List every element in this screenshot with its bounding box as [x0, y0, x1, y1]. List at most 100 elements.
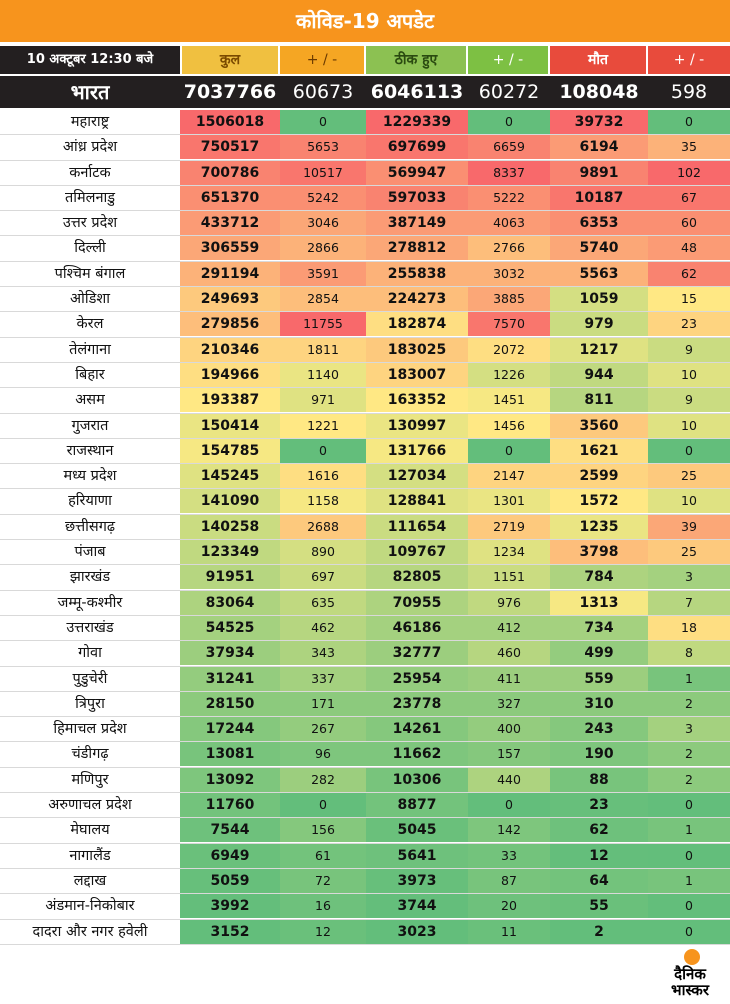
state-recovered: 23778	[366, 691, 468, 716]
state-total-change: 697	[280, 565, 366, 590]
dainik-bhaskar-logo: दैनिक भास्कर	[650, 945, 730, 1004]
state-total: 11760	[180, 793, 280, 818]
state-recovered: 5641	[366, 843, 468, 868]
state-recovered-change: 7570	[468, 312, 550, 337]
state-recovered: 3973	[366, 868, 468, 893]
state-deaths: 5563	[550, 261, 648, 286]
table-row: असम 193387 971 163352 1451 811 9	[0, 388, 730, 414]
state-total: 150414	[180, 413, 280, 438]
state-deaths: 2	[550, 919, 648, 944]
state-name: हिमाचल प्रदेश	[0, 717, 180, 742]
state-total-change: 0	[280, 793, 366, 818]
state-name: मेघालय	[0, 818, 180, 843]
state-total: 210346	[180, 337, 280, 362]
state-deaths-change: 25	[648, 464, 730, 489]
state-recovered-change: 1456	[468, 413, 550, 438]
table-row: दादरा और नगर हवेली 3152 12 3023 11 2 0	[0, 919, 730, 945]
column-header-row: 10 अक्टूबर 12:30 बजे कुल + / - ठीक हुए +…	[0, 42, 730, 76]
table-row: लद्दाख 5059 72 3973 87 64 1	[0, 868, 730, 895]
table-row: नागालैंड 6949 61 5641 33 12 0	[0, 843, 730, 869]
national-row: भारत 7037766 60673 6046113 60272 108048 …	[0, 76, 730, 108]
state-recovered: 697699	[366, 135, 468, 160]
state-deaths-change: 102	[648, 160, 730, 185]
state-total: 31241	[180, 666, 280, 691]
state-recovered-change: 1226	[468, 362, 550, 387]
state-deaths: 1059	[550, 287, 648, 312]
sun-icon	[684, 949, 700, 965]
state-recovered-change: 2147	[468, 464, 550, 489]
state-total-change: 462	[280, 615, 366, 640]
state-total: 28150	[180, 691, 280, 716]
state-deaths: 23	[550, 793, 648, 818]
state-deaths: 1621	[550, 438, 648, 463]
state-name: उत्तराखंड	[0, 615, 180, 640]
state-deaths-change: 35	[648, 135, 730, 160]
state-recovered-change: 1151	[468, 565, 550, 590]
state-recovered-change: 142	[468, 818, 550, 843]
state-name: ओडिशा	[0, 287, 180, 312]
state-recovered-change: 1301	[468, 489, 550, 514]
state-deaths-change: 0	[648, 438, 730, 463]
state-total: 7544	[180, 818, 280, 843]
state-recovered-change: 440	[468, 767, 550, 792]
state-deaths-change: 3	[648, 717, 730, 742]
state-deaths: 559	[550, 666, 648, 691]
state-deaths-change: 18	[648, 615, 730, 640]
table-row: पश्चिम बंगाल 291194 3591 255838 3032 5563 62	[0, 261, 730, 288]
state-total: 193387	[180, 388, 280, 413]
state-deaths-change: 23	[648, 312, 730, 337]
state-deaths-change: 2	[648, 691, 730, 716]
state-name: राजस्थान	[0, 438, 180, 463]
table-row: अरुणाचल प्रदेश 11760 0 8877 0 23 0	[0, 793, 730, 819]
state-recovered-change: 1234	[468, 540, 550, 565]
table-row: तेलंगाना 210346 1811 183025 2072 1217 9	[0, 337, 730, 363]
recovered-header: ठीक हुए	[366, 46, 466, 74]
state-name: आंध्र प्रदेश	[0, 135, 180, 160]
state-total: 91951	[180, 565, 280, 590]
national-total-change: 60673	[292, 81, 354, 103]
state-name: दिल्ली	[0, 236, 180, 261]
state-deaths-change: 0	[648, 919, 730, 944]
state-total-change: 282	[280, 767, 366, 792]
state-deaths-change: 3	[648, 565, 730, 590]
state-total-change: 1221	[280, 413, 366, 438]
state-deaths: 190	[550, 742, 648, 767]
state-recovered: 3023	[366, 919, 468, 944]
table-row: हिमाचल प्रदेश 17244 267 14261 400 243 3	[0, 717, 730, 743]
state-recovered: 14261	[366, 717, 468, 742]
state-recovered-change: 87	[468, 868, 550, 893]
state-deaths: 62	[550, 818, 648, 843]
state-recovered: 109767	[366, 540, 468, 565]
state-total-change: 1158	[280, 489, 366, 514]
logo-line2: भास्कर	[671, 981, 709, 999]
table-row: उत्तर प्रदेश 433712 3046 387149 4063 6353 60	[0, 211, 730, 237]
state-recovered-change: 11	[468, 919, 550, 944]
state-recovered-change: 157	[468, 742, 550, 767]
state-table: महाराष्ट्र 1506018 0 1229339 0 39732 0 आंध्र प्…	[0, 110, 730, 945]
state-name: गुजरात	[0, 413, 180, 438]
state-total: 433712	[180, 211, 280, 236]
state-total: 700786	[180, 160, 280, 185]
state-total: 6949	[180, 843, 280, 868]
state-deaths: 64	[550, 868, 648, 893]
state-name: महाराष्ट्र	[0, 110, 180, 134]
state-recovered-change: 2719	[468, 514, 550, 539]
state-name: तेलंगाना	[0, 337, 180, 362]
state-recovered: 569947	[366, 160, 468, 185]
state-deaths: 243	[550, 717, 648, 742]
state-name: जम्मू-कश्मीर	[0, 590, 180, 615]
state-total-change: 12	[280, 919, 366, 944]
state-name: चंडीगढ़	[0, 742, 180, 767]
state-total-change: 1811	[280, 337, 366, 362]
state-name: नागालैंड	[0, 843, 180, 868]
state-total: 154785	[180, 438, 280, 463]
state-total-change: 3046	[280, 211, 366, 236]
state-name: मणिपुर	[0, 767, 180, 792]
state-total: 17244	[180, 717, 280, 742]
state-total-change: 5242	[280, 185, 366, 210]
table-row: महाराष्ट्र 1506018 0 1229339 0 39732 0	[0, 110, 730, 136]
state-recovered-change: 0	[468, 793, 550, 818]
state-total: 651370	[180, 185, 280, 210]
state-deaths-change: 0	[648, 843, 730, 868]
state-total-change: 2866	[280, 236, 366, 261]
